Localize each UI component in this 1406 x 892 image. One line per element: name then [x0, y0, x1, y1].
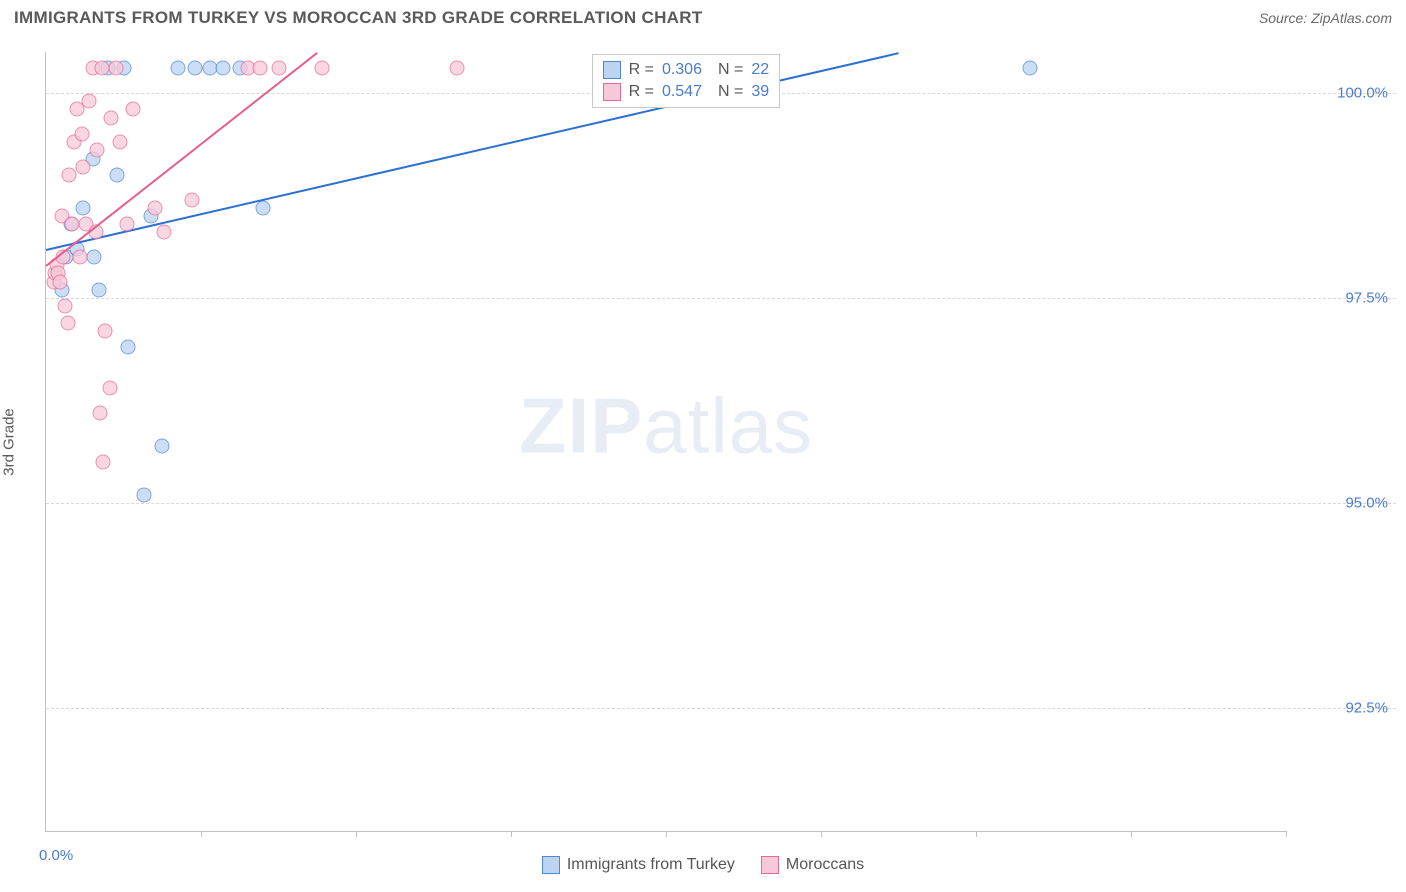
header: IMMIGRANTS FROM TURKEY VS MOROCCAN 3RD G…	[0, 0, 1406, 32]
data-point-moroccan	[271, 61, 286, 76]
data-point-moroccan	[96, 455, 111, 470]
gridline	[46, 298, 1396, 299]
data-point-moroccan	[65, 217, 80, 232]
data-point-moroccan	[97, 323, 112, 338]
data-point-moroccan	[252, 61, 267, 76]
x-tick	[1131, 831, 1132, 837]
data-point-moroccan	[57, 299, 72, 314]
stats-row-turkey: R = 0.306 N = 22	[603, 59, 770, 81]
legend-bottom: Immigrants from Turkey Moroccans	[0, 856, 1406, 874]
legend-label: Immigrants from Turkey	[567, 856, 735, 874]
data-point-moroccan	[94, 61, 109, 76]
data-point-moroccan	[147, 200, 162, 215]
gridline	[46, 708, 1396, 709]
x-tick	[356, 831, 357, 837]
gridline	[46, 503, 1396, 504]
data-point-moroccan	[314, 61, 329, 76]
data-point-moroccan	[113, 135, 128, 150]
source-label: Source: ZipAtlas.com	[1259, 10, 1392, 26]
y-axis-title: 3rd Grade	[1, 408, 18, 476]
data-point-moroccan	[52, 274, 67, 289]
data-point-moroccan	[93, 405, 108, 420]
data-point-turkey	[76, 200, 91, 215]
legend-item-moroccan: Moroccans	[761, 856, 864, 874]
x-tick	[1286, 831, 1287, 837]
data-point-turkey	[215, 61, 230, 76]
data-point-moroccan	[449, 61, 464, 76]
r-value: 0.306	[662, 61, 702, 79]
data-point-turkey	[136, 487, 151, 502]
n-value: 39	[751, 83, 769, 101]
data-point-moroccan	[73, 250, 88, 265]
r-value: 0.547	[662, 83, 702, 101]
data-point-moroccan	[104, 110, 119, 125]
data-point-moroccan	[76, 159, 91, 174]
y-tick-label: 92.5%	[1345, 700, 1388, 717]
x-tick	[821, 831, 822, 837]
y-tick-label: 97.5%	[1345, 290, 1388, 307]
r-label: R =	[629, 61, 654, 79]
n-label: N =	[718, 61, 743, 79]
data-point-turkey	[1023, 61, 1038, 76]
data-point-turkey	[256, 200, 271, 215]
data-point-moroccan	[119, 217, 134, 232]
data-point-moroccan	[60, 315, 75, 330]
data-point-moroccan	[156, 225, 171, 240]
data-point-moroccan	[74, 127, 89, 142]
watermark-bold: ZIP	[519, 381, 643, 469]
stats-swatch	[603, 61, 621, 79]
x-tick	[976, 831, 977, 837]
data-point-turkey	[170, 61, 185, 76]
legend-item-turkey: Immigrants from Turkey	[542, 856, 735, 874]
data-point-turkey	[121, 340, 136, 355]
data-point-turkey	[187, 61, 202, 76]
data-point-turkey	[87, 250, 102, 265]
stats-box: R = 0.306 N = 22 R = 0.547 N = 39	[592, 54, 781, 108]
watermark: ZIPatlas	[519, 380, 813, 471]
legend-swatch-turkey	[542, 856, 560, 874]
data-point-moroccan	[82, 94, 97, 109]
data-point-turkey	[155, 438, 170, 453]
data-point-turkey	[110, 168, 125, 183]
y-tick-label: 95.0%	[1345, 495, 1388, 512]
data-point-moroccan	[62, 168, 77, 183]
legend-label: Moroccans	[786, 856, 864, 874]
x-tick	[201, 831, 202, 837]
data-point-moroccan	[125, 102, 140, 117]
chart-area: 3rd Grade ZIPatlas 92.5%95.0%97.5%100.0%…	[45, 52, 1396, 832]
chart-title: IMMIGRANTS FROM TURKEY VS MOROCCAN 3RD G…	[14, 8, 703, 28]
data-point-moroccan	[90, 143, 105, 158]
x-tick	[511, 831, 512, 837]
n-label: N =	[718, 83, 743, 101]
x-tick	[666, 831, 667, 837]
data-point-moroccan	[108, 61, 123, 76]
data-point-moroccan	[184, 192, 199, 207]
data-point-moroccan	[102, 381, 117, 396]
stats-swatch	[603, 83, 621, 101]
r-label: R =	[629, 83, 654, 101]
y-tick-label: 100.0%	[1337, 85, 1388, 102]
n-value: 22	[751, 61, 769, 79]
legend-swatch-moroccan	[761, 856, 779, 874]
data-point-turkey	[91, 282, 106, 297]
watermark-light: atlas	[643, 381, 813, 469]
plot-region: ZIPatlas 92.5%95.0%97.5%100.0%R =0.306N …	[45, 52, 1286, 832]
stats-row-moroccan: R = 0.547 N = 39	[603, 81, 770, 103]
